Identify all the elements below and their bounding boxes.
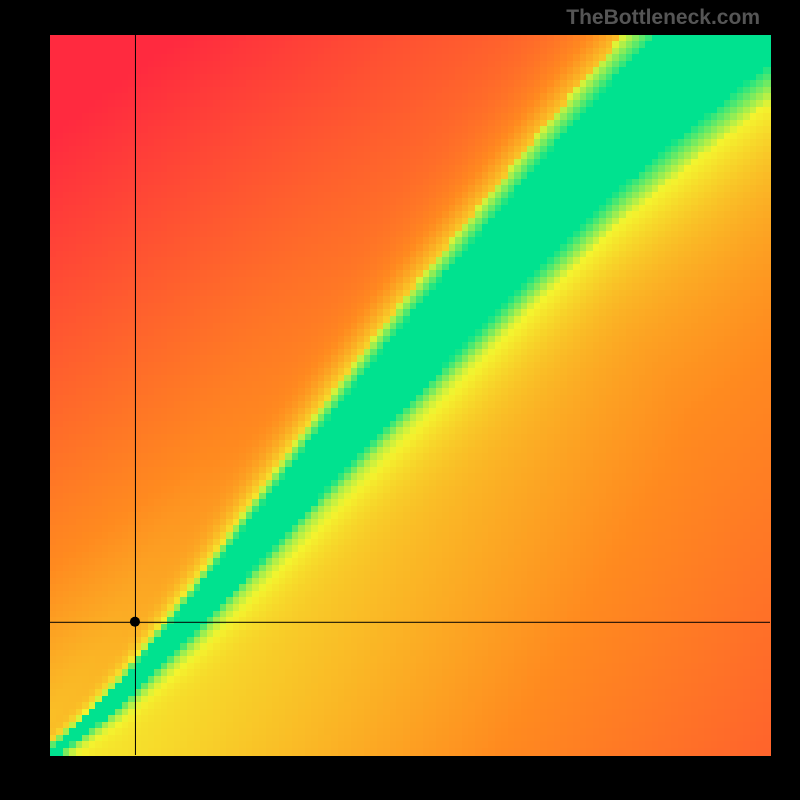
chart-container: TheBottleneck.com [0, 0, 800, 800]
heatmap-canvas [0, 0, 800, 800]
watermark-label: TheBottleneck.com [566, 6, 760, 30]
